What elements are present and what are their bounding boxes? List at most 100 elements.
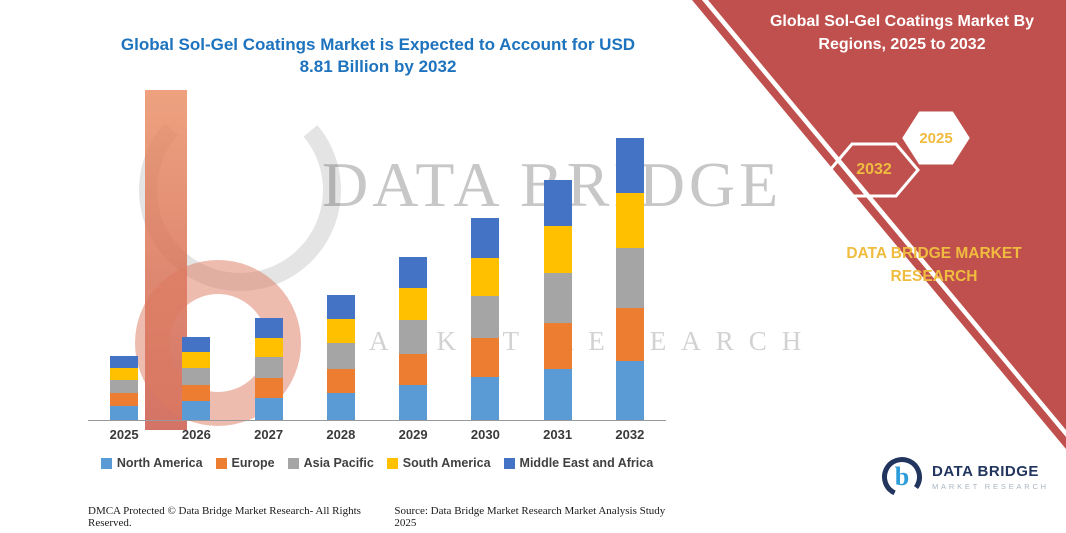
bar-segment <box>471 376 500 420</box>
bar-segment <box>182 368 211 386</box>
bar-2029 <box>377 256 449 420</box>
bar-segment <box>254 377 283 398</box>
bar-segment <box>471 257 500 297</box>
bar-segment <box>254 397 283 420</box>
legend-item-asia-pacific: Asia Pacific <box>287 456 374 470</box>
legend-swatch <box>503 457 515 469</box>
bar-segment <box>326 342 355 369</box>
chart-title: Global Sol-Gel Coatings Market is Expect… <box>108 34 648 78</box>
bar-segment <box>326 368 355 393</box>
panel-brand-text: DATA BRIDGE MARKET RESEARCH <box>846 245 1022 285</box>
legend-label: North America <box>116 456 203 470</box>
bar-2028 <box>305 295 377 420</box>
hexagon-filled-icon <box>902 111 970 165</box>
x-axis-label: 2032 <box>615 427 645 442</box>
bar-segment <box>399 288 428 320</box>
svg-text:b: b <box>895 462 909 491</box>
bar-segment <box>399 354 428 385</box>
bar-2027 <box>233 317 305 420</box>
legend-swatch <box>386 457 398 469</box>
badge-hexagon-2032: 2032 <box>828 141 920 199</box>
panel-title: Global Sol-Gel Coatings Market By Region… <box>752 10 1052 56</box>
bar-segment <box>543 272 572 324</box>
bar-segment <box>543 368 572 420</box>
bar-segment <box>615 360 644 420</box>
legend-swatch <box>215 457 227 469</box>
x-axis-label: 2026 <box>181 427 211 442</box>
stacked-bar <box>543 180 572 420</box>
x-axis-label: 2027 <box>254 427 284 442</box>
x-axis-label: 2025 <box>109 427 139 442</box>
bar-segment <box>110 393 139 406</box>
x-axis-label: 2028 <box>326 427 356 442</box>
legend-label: Asia Pacific <box>303 456 374 470</box>
bar-segment <box>182 352 211 369</box>
bar-segment <box>615 247 644 309</box>
chart-title-line2: 8.81 Billion by 2032 <box>299 57 457 76</box>
x-axis-label: 2031 <box>543 427 573 442</box>
footer: DMCA Protected © Data Bridge Market Rese… <box>88 505 678 533</box>
bar-segment <box>326 318 355 343</box>
x-axis-label: 2030 <box>470 427 500 442</box>
chart: 2025 2026 2027 2028 2029 2030 2031 2032 <box>88 118 666 442</box>
legend-item-south-america: South America <box>386 456 491 470</box>
legend-swatch <box>100 457 112 469</box>
bar-segment <box>399 384 428 420</box>
bar-segment <box>182 385 211 402</box>
bar-segment <box>615 193 644 248</box>
bar-2026 <box>160 336 232 420</box>
stacked-bar <box>254 317 283 420</box>
logo-subtitle: MARKET RESEARCH <box>932 482 1049 491</box>
stacked-bar <box>471 218 500 420</box>
logo-mark-icon: b <box>882 457 922 497</box>
bar-2025 <box>88 356 160 420</box>
stacked-bar <box>326 295 355 420</box>
legend-label: Middle East and Africa <box>519 456 654 470</box>
copyright-text: DMCA Protected © Data Bridge Market Rese… <box>88 505 361 529</box>
bar-segment <box>110 405 139 420</box>
legend-swatch <box>287 457 299 469</box>
bar-segment <box>254 337 283 357</box>
bar-2032 <box>594 138 666 420</box>
bar-segment <box>615 138 644 194</box>
stacked-bar <box>615 138 644 420</box>
chart-title-line1: Global Sol-Gel Coatings Market is Expect… <box>120 35 636 54</box>
badge-hexagon-2025: 2025 <box>902 110 970 166</box>
bar-segment <box>254 356 283 378</box>
bar-segment <box>326 295 355 319</box>
bar-2030 <box>449 218 521 420</box>
chart-x-labels: 2025 2026 2027 2028 2029 2030 2031 2032 <box>88 427 666 442</box>
legend: North America Europe Asia Pacific South Ame… <box>88 456 666 470</box>
brand-logo: b DATA BRIDGE MARKET RESEARCH <box>880 455 1049 499</box>
bar-segment <box>543 323 572 369</box>
bar-segment <box>110 367 139 381</box>
bar-2031 <box>522 180 594 420</box>
legend-item-middle-east-and-africa: Middle East and Africa <box>503 456 654 470</box>
source-text: Source: Data Bridge Market Research Mark… <box>394 505 666 529</box>
bar-segment <box>543 226 572 273</box>
bar-segment <box>110 380 139 394</box>
bar-segment <box>254 317 283 338</box>
badge-2032-label: 2032 <box>856 161 892 178</box>
bar-segment <box>182 401 211 420</box>
bar-segment <box>471 338 500 377</box>
legend-label: South America <box>402 456 491 470</box>
bar-segment <box>543 180 572 227</box>
bar-segment <box>471 296 500 339</box>
bar-segment <box>615 308 644 361</box>
chart-plot <box>88 118 666 421</box>
legend-label: Europe <box>231 456 275 470</box>
panel-title-line1: Global Sol-Gel Coatings Market By <box>769 13 1035 30</box>
bar-segment <box>399 319 428 355</box>
hexagon-outline-icon <box>828 142 920 198</box>
bar-segment <box>182 336 211 353</box>
bar-segment <box>110 356 139 368</box>
bar-segment <box>471 218 500 258</box>
legend-item-north-america: North America <box>100 456 203 470</box>
bar-segment <box>399 256 428 289</box>
legend-item-europe: Europe <box>215 456 275 470</box>
badge-2025-label: 2025 <box>919 129 953 147</box>
logo-title: DATA BRIDGE <box>932 463 1039 480</box>
